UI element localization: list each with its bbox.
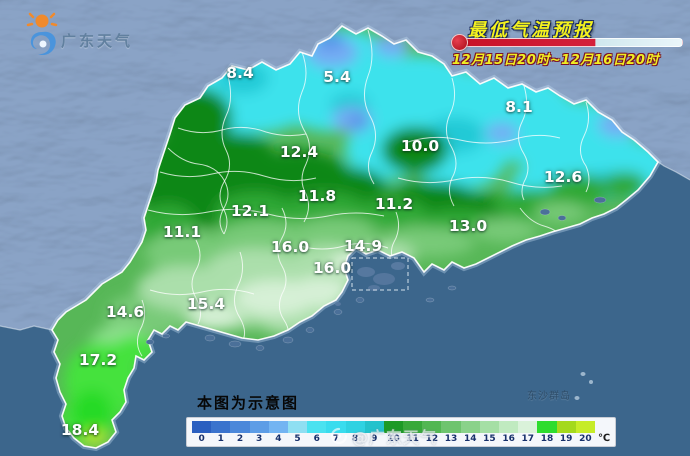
legend-swatch [364, 421, 384, 433]
legend-swatch [249, 421, 269, 433]
legend-cell: 11 [403, 421, 423, 444]
legend-unit: ℃ [597, 433, 611, 444]
legend-cell: 17 [518, 421, 538, 444]
legend-cell: 19 [556, 421, 576, 444]
coastal-islands [145, 196, 607, 351]
legend-cell: 13 [441, 421, 461, 444]
legend-cell: 8 [345, 421, 365, 444]
legend-tick-label: 3 [256, 434, 263, 444]
legend-swatch [422, 421, 442, 433]
legend-tick-label: 13 [444, 434, 458, 444]
legend-cell: 2 [230, 421, 250, 444]
legend-cell: 4 [268, 421, 288, 444]
page-title: 最低气温预报 [468, 20, 594, 41]
legend-cell: 3 [249, 421, 269, 444]
dongsha-label: 东沙群岛 [527, 391, 571, 402]
legend-cell: 20 [575, 421, 595, 444]
legend-tick-label: 16 [502, 434, 515, 444]
typhoon-swirl-icon [330, 427, 348, 445]
legend-swatch [403, 421, 423, 433]
watermark-text: @广东天气 [352, 428, 438, 447]
thermometer-tube [463, 38, 683, 47]
legend-tick-label: 10 [387, 434, 400, 444]
legend-swatch [556, 421, 576, 433]
legend-swatch [537, 421, 557, 433]
legend-cell: 14 [460, 421, 480, 444]
legend-swatch [326, 421, 346, 433]
legend-swatch [230, 421, 250, 433]
legend-swatch [518, 421, 538, 433]
thermometer-icon [451, 34, 683, 51]
legend-tick-label: 4 [275, 434, 282, 444]
typhoon-swirl-icon [30, 31, 56, 56]
legend-swatch [441, 421, 461, 433]
legend-tick-label: 7 [332, 434, 340, 444]
legend-swatch [460, 421, 480, 433]
legend-tick-label: 9 [371, 434, 378, 444]
legend-cell: 6 [307, 421, 327, 444]
legend-tick-label: 1 [217, 434, 224, 444]
hongkong-area [335, 257, 409, 306]
schematic-note: 本图为示意图 [197, 394, 300, 412]
legend-cell: 18 [537, 421, 557, 444]
legend-cell: 16 [499, 421, 519, 444]
legend-swatch [575, 421, 595, 433]
legend-cell: 12 [422, 421, 442, 444]
thermometer-bulb [451, 34, 468, 51]
legend-tick-label: 5 [294, 434, 301, 444]
legend-tick-label: 0 [198, 434, 205, 444]
legend-swatch [307, 421, 327, 433]
watermark: @广东天气 [329, 424, 437, 448]
legend-cell: 5 [287, 421, 308, 444]
dongsha-islands [574, 372, 593, 400]
legend-cell: 10 [383, 421, 404, 444]
legend-swatch [287, 421, 308, 433]
guangdong-weather-logo [26, 12, 58, 56]
legend-cell: 15 [479, 421, 499, 444]
legend-tick-label: 14 [463, 434, 477, 444]
legend-swatch [345, 421, 365, 433]
legend-tick-label: 8 [351, 434, 359, 444]
legend-swatch [499, 421, 519, 433]
legend-tick-label: 15 [483, 434, 496, 444]
legend-cells: 0 1 2 3 4 5 6 7 8 9 10 11 12 13 14 15 16 17 18 19 20 [192, 421, 595, 444]
legend-tick-label: 17 [521, 434, 535, 444]
legend-swatch [268, 421, 288, 433]
logo-text: 广东天气 [61, 32, 134, 50]
temperature-legend: 0 1 2 3 4 5 6 7 8 9 10 11 12 13 14 15 16 17 18 19 20 ℃ [186, 417, 617, 447]
legend-tick-label: 20 [579, 434, 592, 444]
legend-tick-label: 19 [559, 434, 573, 444]
legend-tick-label: 18 [540, 434, 554, 444]
legend-swatch [383, 421, 404, 433]
legend-tick-label: 6 [313, 434, 320, 444]
legend-swatch [192, 421, 212, 433]
legend-tick-label: 12 [425, 434, 439, 444]
legend-cell: 9 [364, 421, 384, 444]
legend-swatch [211, 421, 231, 433]
legend-tick-label: 11 [406, 434, 419, 444]
sun-mascot-icon [26, 12, 58, 28]
legend-tick-label: 2 [236, 434, 244, 444]
legend-cell: 0 [192, 421, 212, 444]
forecast-date-range: 12月15日20时~12月16日20时 [452, 53, 659, 68]
hongkong-dashed-box [351, 257, 409, 291]
legend-cell: 1 [211, 421, 231, 444]
legend-swatch [479, 421, 499, 433]
legend-cell: 7 [326, 421, 346, 444]
